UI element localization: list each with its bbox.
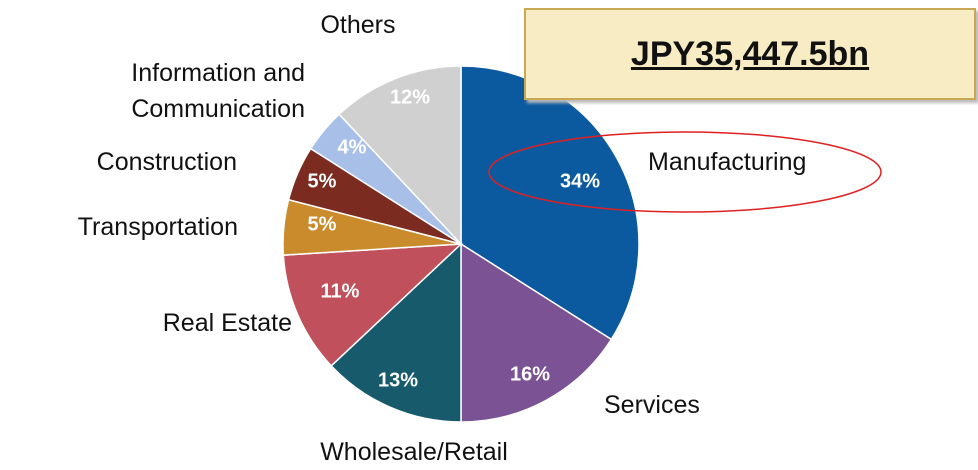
value-label: 13%	[378, 369, 418, 391]
value-label: 5%	[308, 170, 337, 192]
value-label: 5%	[308, 213, 337, 235]
pie-slice	[282, 243, 464, 367]
highlight-ellipse	[488, 131, 882, 213]
value-label: 12%	[390, 86, 430, 108]
category-label: Manufacturing	[648, 148, 807, 176]
category-label: Information and Communication	[131, 59, 305, 123]
pie-slice	[338, 65, 462, 246]
category-label: Construction	[96, 148, 237, 176]
category-label: Transportation	[77, 213, 238, 241]
value-label: 34%	[560, 170, 600, 192]
category-label: Real Estate	[162, 309, 292, 337]
category-label: Others	[320, 11, 396, 39]
pie-slice	[460, 242, 613, 423]
category-label: Services	[604, 391, 700, 419]
value-label: 16%	[510, 363, 550, 385]
value-label: 11%	[321, 280, 360, 302]
pie-slice	[330, 242, 462, 423]
category-label: Wholesale/Retail	[320, 438, 508, 466]
annotation: JPY35,447.5bn	[524, 8, 976, 100]
pie-slice	[460, 65, 640, 341]
value-label: 4%	[338, 136, 367, 158]
